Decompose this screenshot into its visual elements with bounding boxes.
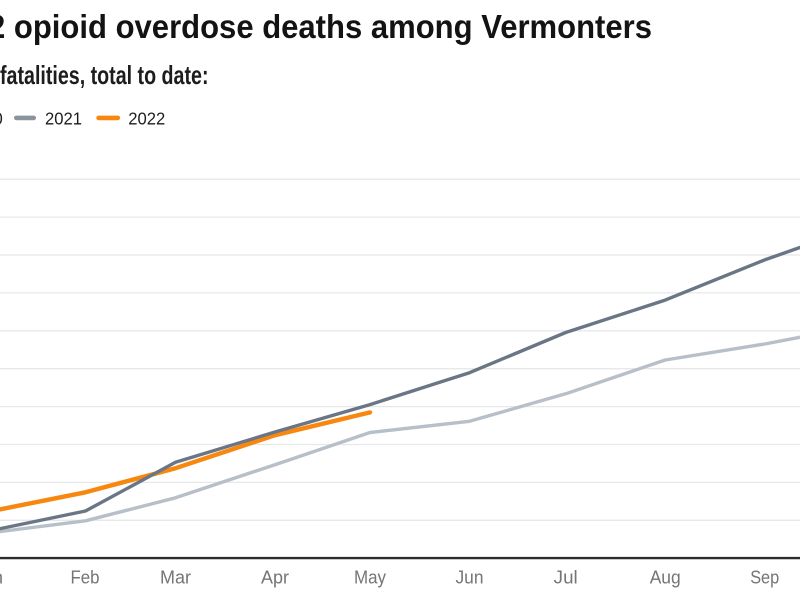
svg-text:2020: 2020 [0, 108, 3, 128]
svg-text:2 opioid overdose deaths among: 2 opioid overdose deaths among Vermonter… [0, 8, 652, 45]
svg-text:2022: 2022 [128, 108, 165, 128]
svg-text:May: May [354, 567, 386, 587]
svg-text:Mar: Mar [160, 567, 191, 587]
svg-text:Jan: Jan [0, 567, 3, 587]
svg-text:2021: 2021 [45, 108, 82, 128]
svg-text:Aug: Aug [650, 567, 681, 587]
svg-text:fatalities, total to date:: fatalities, total to date: [0, 60, 209, 90]
svg-text:Jul: Jul [554, 567, 578, 587]
svg-text:Jun: Jun [456, 567, 484, 587]
svg-text:Sep: Sep [750, 567, 779, 587]
svg-text:Apr: Apr [261, 567, 289, 587]
svg-text:Feb: Feb [71, 567, 100, 587]
